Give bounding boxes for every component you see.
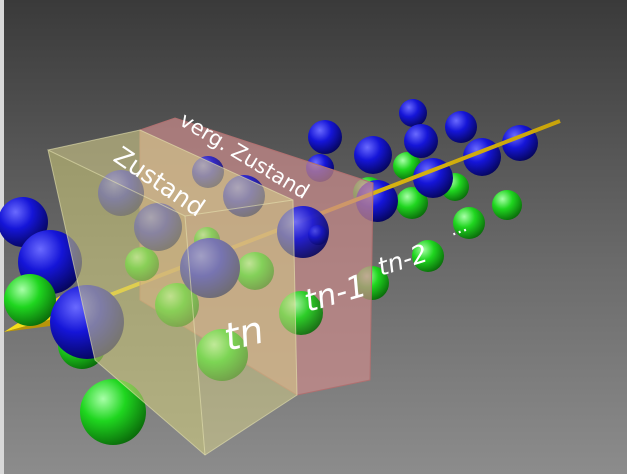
box-top-face	[48, 130, 293, 216]
blue-sphere	[354, 136, 392, 174]
green-sphere	[453, 207, 485, 239]
blue-sphere	[404, 124, 438, 158]
label-ellipsis: ...	[447, 215, 470, 241]
blue-sphere	[308, 120, 342, 154]
box-side-face	[48, 150, 205, 455]
blue-sphere	[399, 99, 427, 127]
box-edge	[184, 215, 206, 456]
box-front-face	[185, 200, 297, 455]
left-edge	[0, 0, 4, 474]
blue-sphere	[308, 225, 328, 245]
green-sphere	[4, 274, 56, 326]
green-sphere	[396, 187, 428, 219]
current-state-box	[47, 129, 298, 456]
green-sphere	[412, 240, 444, 272]
green-sphere	[80, 379, 146, 445]
blue-sphere	[445, 111, 477, 143]
green-sphere	[492, 190, 522, 220]
